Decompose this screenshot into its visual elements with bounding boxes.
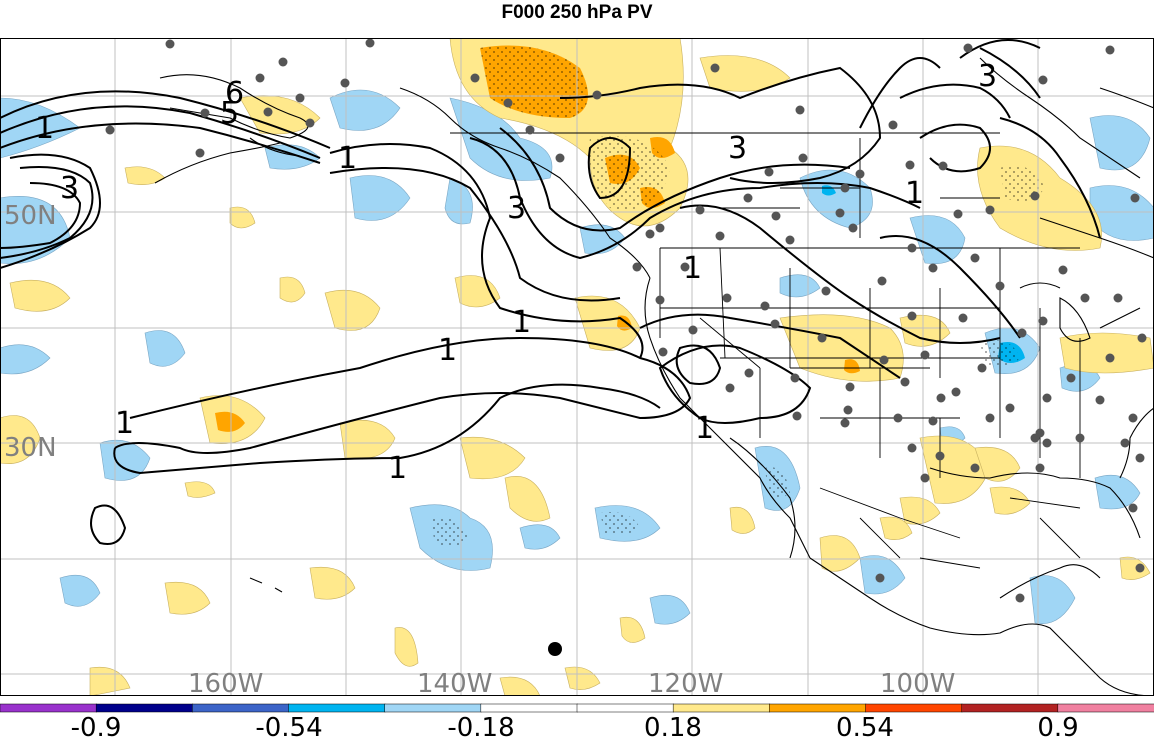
colorbar-swatch <box>961 703 1059 713</box>
colorbar-tick: 0.18 <box>644 713 702 739</box>
contour-label: 1 <box>115 406 134 441</box>
lat-lon-grid <box>0 38 1154 696</box>
lat-labels: 50N 30N <box>4 201 57 463</box>
contour-label: 3 <box>507 191 526 226</box>
contour-label: 1 <box>512 305 531 340</box>
colorbar-swatch <box>0 703 97 713</box>
lon-label-140w: 140W <box>417 669 492 696</box>
contour-label: 3 <box>978 59 997 94</box>
coastlines-and-borders <box>154 57 1154 696</box>
colorbar-swatch <box>769 703 867 713</box>
colorbar-swatch <box>1057 703 1154 713</box>
colorbar-swatch <box>576 703 674 713</box>
colorbar-swatch <box>95 703 194 713</box>
map-title: F000 250 hPa PV <box>501 2 653 23</box>
contour-label: 1 <box>438 333 457 368</box>
contour-label: 1 <box>683 251 702 286</box>
colorbar-swatch <box>384 703 482 713</box>
station-dots <box>105 38 1147 603</box>
lon-label-100w: 100W <box>880 669 955 696</box>
colorbar-tick: 0.9 <box>1037 713 1078 739</box>
contour-label: 5 <box>220 96 239 131</box>
contour-label: 3 <box>728 131 747 166</box>
colorbar: -0.9 -0.54 -0.18 0.18 0.54 0.9 <box>0 703 1154 739</box>
lon-label-120w: 120W <box>648 669 723 696</box>
colorbar-tick: -0.18 <box>447 713 514 739</box>
pv-contours <box>0 39 1101 545</box>
contour-labels: 6 5 1 3 3 1 3 1 1 1 1 1 1 1 3 <box>35 59 997 486</box>
colorbar-swatch <box>480 703 578 713</box>
analysis-marker <box>548 642 562 656</box>
colorbar-ticks: -0.9 -0.54 -0.18 0.18 0.54 0.9 <box>71 713 1079 739</box>
colorbar-swatch <box>288 703 386 713</box>
contour-label: 1 <box>388 451 407 486</box>
colorbar-tick: 0.54 <box>836 713 894 739</box>
lon-label-160w: 160W <box>188 669 263 696</box>
contour-label: 1 <box>338 141 357 176</box>
lon-labels: 160W 140W 120W 100W <box>188 669 955 696</box>
colorbar-swatch <box>192 703 290 713</box>
colorbar-swatch <box>672 703 771 713</box>
contour-label: 1 <box>35 111 54 146</box>
contour-label: 1 <box>695 411 714 446</box>
colorbar-tick: -0.9 <box>71 713 122 739</box>
contour-label: 1 <box>905 176 924 211</box>
pv-map: 6 5 1 3 3 1 3 1 1 1 1 1 1 1 3 50N 30N 16… <box>0 38 1154 696</box>
contour-label: 3 <box>60 171 79 206</box>
lat-label-30n: 30N <box>4 433 57 463</box>
colorbar-swatch <box>865 703 963 713</box>
lat-label-50n: 50N <box>4 201 57 231</box>
contour-label: 6 <box>225 76 244 111</box>
colorbar-swatches <box>0 703 1154 713</box>
colorbar-tick: -0.54 <box>255 713 322 739</box>
